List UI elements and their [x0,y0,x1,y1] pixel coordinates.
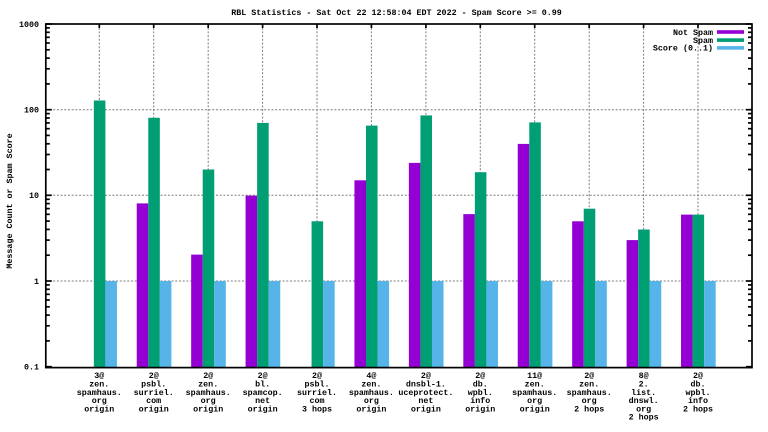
svg-text:3 hops: 3 hops [302,404,332,414]
svg-text:Score (0..1): Score (0..1) [653,44,713,54]
svg-text:Spam: Spam [693,36,713,46]
svg-text:spamhaus.: spamhaus. [567,388,612,398]
svg-text:1: 1 [34,277,39,287]
svg-text:bl.: bl. [255,380,270,390]
svg-text:2@: 2@ [584,371,594,381]
svg-text:spamhaus.: spamhaus. [186,388,231,398]
svg-text:Message Count or Spam Score: Message Count or Spam Score [5,133,15,268]
svg-text:origin: origin [411,404,441,414]
svg-text:2 hops: 2 hops [629,413,659,423]
svg-text:org: org [582,396,597,406]
svg-text:origin: origin [84,404,114,414]
svg-text:Not Spam: Not Spam [673,28,713,38]
svg-text:0.1: 0.1 [24,363,39,373]
svg-text:10: 10 [29,191,39,201]
svg-text:2@: 2@ [258,371,268,381]
svg-text:db.: db. [690,380,705,390]
svg-text:org: org [92,396,107,406]
svg-text:origin: origin [139,404,169,414]
svg-text:spamhaus.: spamhaus. [512,388,557,398]
svg-text:wpbl.: wpbl. [468,388,493,398]
svg-text:zen.: zen. [361,380,381,390]
svg-text:spamhaus.: spamhaus. [77,388,122,398]
svg-text:info: info [470,396,490,406]
svg-text:100: 100 [24,106,39,116]
svg-text:2@: 2@ [312,371,322,381]
svg-text:org: org [201,396,216,406]
svg-text:origin: origin [520,404,550,414]
svg-text:psbl.: psbl. [141,380,166,390]
svg-text:2@: 2@ [693,371,703,381]
svg-text:RBL Statistics - Sat Oct 22 12: RBL Statistics - Sat Oct 22 12:58:04 EDT… [231,8,561,18]
svg-text:3@: 3@ [94,371,104,381]
svg-text:org: org [364,396,379,406]
svg-text:uceprotect.: uceprotect. [398,388,453,398]
svg-text:org: org [527,396,542,406]
svg-text:2 hops: 2 hops [683,404,713,414]
svg-text:dnsbl-1.: dnsbl-1. [406,380,446,390]
svg-text:origin: origin [193,404,223,414]
svg-text:com: com [146,396,161,406]
svg-text:zen.: zen. [198,380,218,390]
svg-text:1000: 1000 [19,20,39,30]
svg-text:com: com [309,396,324,406]
svg-text:dnswl.: dnswl. [629,396,659,406]
svg-text:org: org [636,404,651,414]
svg-text:8@: 8@ [639,371,649,381]
svg-text:2@: 2@ [203,371,213,381]
svg-text:info: info [688,396,708,406]
svg-text:net: net [255,396,270,406]
svg-text:spamcop.: spamcop. [243,388,283,398]
svg-text:2@: 2@ [421,371,431,381]
svg-text:db.: db. [473,380,488,390]
svg-text:net: net [418,396,433,406]
svg-text:psbl.: psbl. [304,380,329,390]
svg-text:origin: origin [356,404,386,414]
svg-text:origin: origin [465,404,495,414]
svg-text:zen.: zen. [525,380,545,390]
svg-text:2@: 2@ [149,371,159,381]
svg-text:2 hops: 2 hops [574,404,604,414]
svg-text:2.: 2. [639,380,649,390]
svg-text:zen.: zen. [89,380,109,390]
svg-text:surriel.: surriel. [134,388,174,398]
svg-text:spamhaus.: spamhaus. [349,388,394,398]
svg-text:11@: 11@ [527,371,542,381]
svg-text:surriel.: surriel. [297,388,337,398]
svg-text:zen.: zen. [579,380,599,390]
svg-text:4@: 4@ [366,371,376,381]
svg-text:2@: 2@ [475,371,485,381]
svg-text:origin: origin [248,404,278,414]
svg-text:list.: list. [631,388,656,398]
svg-text:wpbl.: wpbl. [685,388,710,398]
